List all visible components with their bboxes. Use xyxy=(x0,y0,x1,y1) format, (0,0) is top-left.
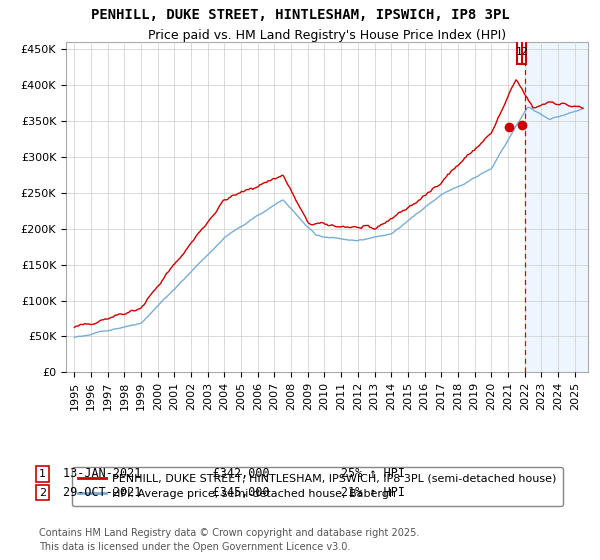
Title: Price paid vs. HM Land Registry's House Price Index (HPI): Price paid vs. HM Land Registry's House … xyxy=(148,29,506,42)
Text: 13-JAN-2021          £342,000          25% ↑ HPI: 13-JAN-2021 £342,000 25% ↑ HPI xyxy=(63,467,405,480)
Text: 2: 2 xyxy=(39,488,46,498)
Text: 29-OCT-2021          £345,000          21% ↑ HPI: 29-OCT-2021 £345,000 21% ↑ HPI xyxy=(63,486,405,498)
FancyBboxPatch shape xyxy=(517,40,526,63)
Text: 2: 2 xyxy=(521,47,527,57)
Text: 1: 1 xyxy=(39,469,46,479)
Text: 1: 1 xyxy=(516,47,523,57)
Legend: PENHILL, DUKE STREET, HINTLESHAM, IPSWICH, IP8 3PL (semi-detached house), HPI: A: PENHILL, DUKE STREET, HINTLESHAM, IPSWIC… xyxy=(71,467,563,506)
Bar xyxy=(524,42,596,372)
Text: Contains HM Land Registry data © Crown copyright and database right 2025.
This d: Contains HM Land Registry data © Crown c… xyxy=(39,529,419,552)
Text: PENHILL, DUKE STREET, HINTLESHAM, IPSWICH, IP8 3PL: PENHILL, DUKE STREET, HINTLESHAM, IPSWIC… xyxy=(91,8,509,22)
